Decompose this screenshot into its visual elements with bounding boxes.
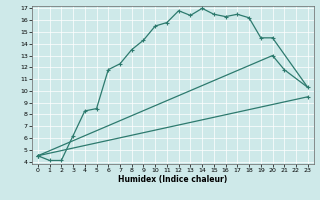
X-axis label: Humidex (Indice chaleur): Humidex (Indice chaleur)	[118, 175, 228, 184]
